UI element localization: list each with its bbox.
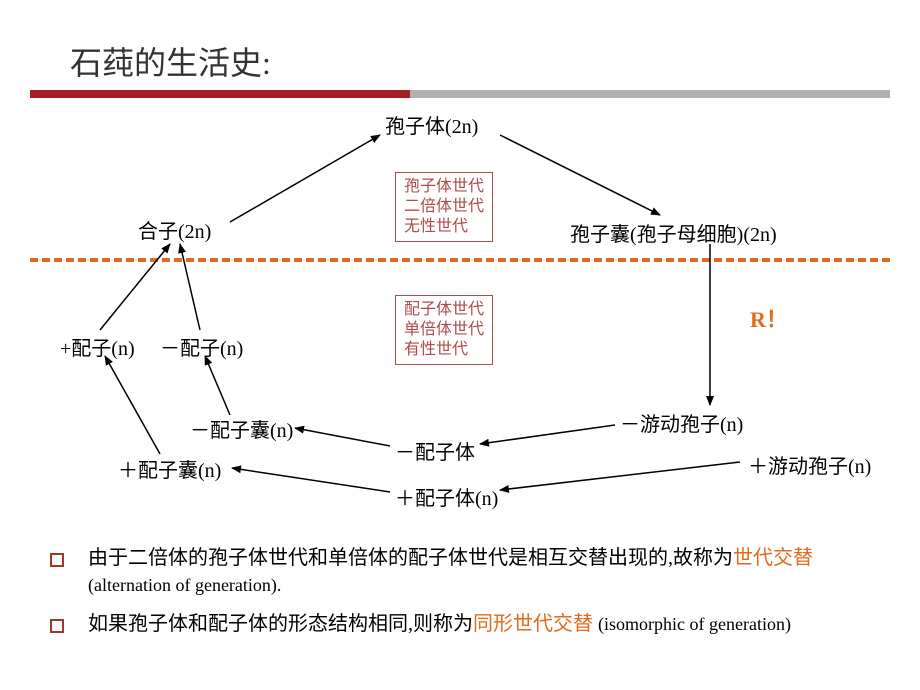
- arrow-plusgamete-to-zygote: [100, 244, 170, 330]
- info-box-line: 无性世代: [404, 217, 484, 237]
- info-box-line: 配子体世代: [404, 300, 484, 320]
- node-sporophyte: 孢子体(2n): [385, 110, 478, 139]
- bullet-item: 由于二倍体的孢子体世代和单倍体的配子体世代是相互交替出现的,故称为世代交替 (al…: [50, 545, 880, 599]
- bullet-text: 由于二倍体的孢子体世代和单倍体的配子体世代是相互交替出现的,故称为世代交替 (al…: [88, 545, 880, 599]
- node-plus_gametangium: ＋配子囊(n): [118, 454, 221, 483]
- arrow-plusgametophyte-to-plusgametangium: [232, 468, 390, 492]
- arrow-plusgametangium-to-plusgamete: [105, 356, 160, 454]
- arrow-minusgametangium-to-minusgamete: [205, 356, 230, 415]
- bullet-text: 如果孢子体和配子体的形态结构相同,则称为同形世代交替 (isomorphic o…: [88, 611, 791, 638]
- node-plus_gametophyte: ＋配子体(n): [395, 482, 498, 511]
- info-box-line: 二倍体世代: [404, 197, 484, 217]
- node-sporangium: 孢子囊(孢子母细胞)(2n): [570, 218, 777, 247]
- title-underline-red: [30, 90, 410, 98]
- arrow-zygote-to-sporophyte: [230, 135, 380, 222]
- info-box-lower: 配子体世代单倍体世代有性世代: [395, 295, 493, 365]
- arrow-sporophyte-to-sporangium: [500, 135, 660, 215]
- node-zygote: 合子(2n): [138, 215, 211, 244]
- info-box-line: 孢子体世代: [404, 177, 484, 197]
- arrow-minuszoospore-to-minusgametophyte: [480, 425, 615, 444]
- page-title: 石莼的生活史:: [70, 38, 271, 84]
- text-span: 如果孢子体和配子体的形态结构相同,则称为: [88, 613, 473, 635]
- bullet-item: 如果孢子体和配子体的形态结构相同,则称为同形世代交替 (isomorphic o…: [50, 611, 880, 638]
- english-term: (alternation of generation).: [88, 575, 281, 595]
- arrow-pluszoospore-to-plusgametophyte: [500, 462, 740, 490]
- title-underline-gray: [410, 90, 890, 98]
- node-plus_zoospore: ＋游动孢子(n): [748, 450, 871, 479]
- arrow-minusgametophyte-to-minusgametangium: [295, 428, 390, 446]
- highlight-term: 世代交替: [733, 547, 813, 569]
- node-minus_zoospore: －游动孢子(n): [620, 408, 743, 437]
- info-box-upper: 孢子体世代二倍体世代无性世代: [395, 172, 493, 242]
- english-term: (isomorphic of generation): [598, 614, 791, 634]
- info-box-line: 有性世代: [404, 340, 484, 360]
- highlight-term: 同形世代交替: [473, 613, 593, 635]
- bullet-marker-icon: [50, 619, 64, 633]
- text-span: 由于二倍体的孢子体世代和单倍体的配子体世代是相互交替出现的,故称为: [88, 547, 733, 569]
- info-box-line: 单倍体世代: [404, 320, 484, 340]
- node-plus_gamete: +配子(n): [60, 332, 135, 361]
- node-minus_gametangium: －配子囊(n): [190, 414, 293, 443]
- arrow-minusgamete-to-zygote: [180, 244, 200, 330]
- bullet-list: 由于二倍体的孢子体世代和单倍体的配子体世代是相互交替出现的,故称为世代交替 (al…: [50, 545, 880, 650]
- bullet-marker-icon: [50, 553, 64, 567]
- node-minus_gametophyte: －配子体: [395, 436, 475, 465]
- ploidy-separator: [30, 258, 890, 262]
- node-minus_gamete: －配子(n): [160, 332, 243, 361]
- node-r_label: R！: [750, 302, 788, 334]
